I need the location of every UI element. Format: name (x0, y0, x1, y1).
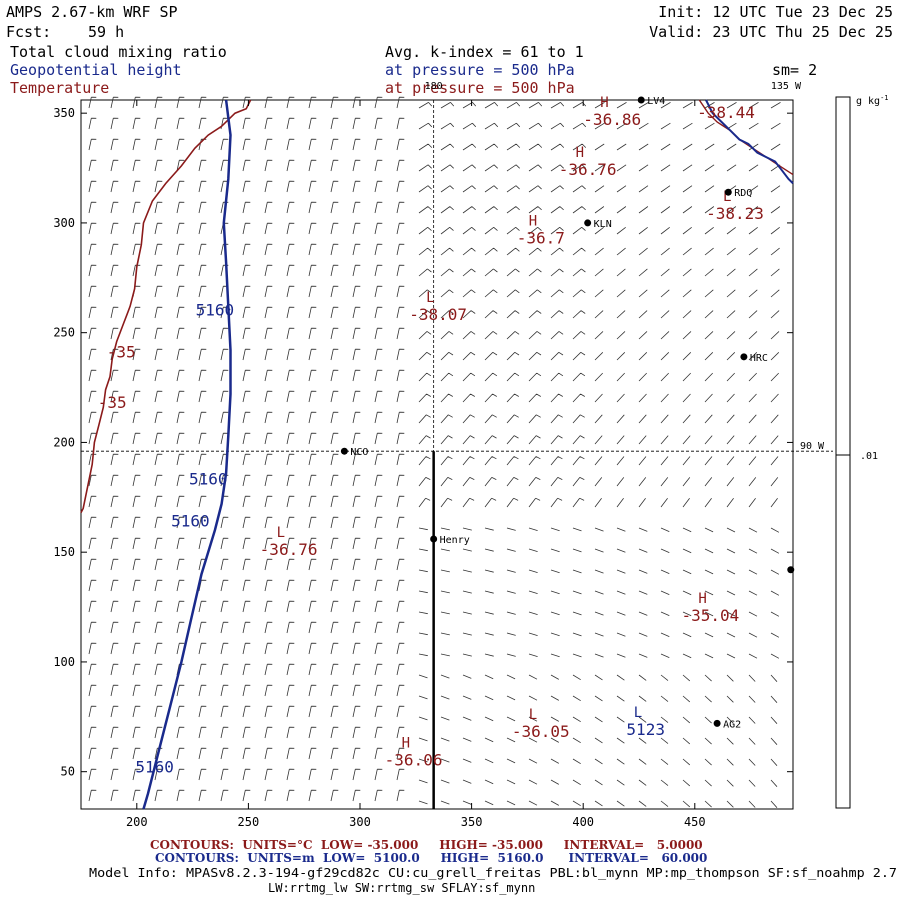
temperature-label-2: -38.23 (706, 204, 764, 223)
footer-model-info: Model Info: MPASv8.2.3-194-gf29cd82c CU:… (89, 866, 897, 880)
temperature-marker-3: H (529, 213, 537, 229)
y-tick-label-1: 100 (53, 655, 75, 669)
footer-temperature-contours: CONTOURS: UNITS=°C LOW= -35.000 HIGH= -3… (150, 838, 703, 852)
station-dot-5 (713, 719, 721, 727)
temperature-marker-11: H (402, 736, 410, 752)
temperature-label-8: -36.76 (260, 540, 318, 559)
y-tick-label-0: 50 (61, 765, 75, 779)
meridian-90w-label: 90 W (800, 441, 825, 452)
y-tick-label-3: 200 (53, 435, 75, 449)
temperature-marker-8: L (277, 525, 285, 541)
header-model: AMPS 2.67-km WRF SP (6, 3, 178, 21)
temperature-contour-minus35 (80, 99, 252, 514)
temperature-label-10: -36.05 (512, 722, 570, 741)
header-init: Init: 12 UTC Tue 23 Dec 25 (658, 3, 893, 21)
temperature-label-4: -38.07 (409, 305, 467, 324)
y-tick-label-4: 250 (53, 326, 75, 340)
header-field-height: Geopotential height (10, 61, 182, 79)
x-tick-label-0: 200 (126, 815, 148, 829)
temperature-marker-0: H (600, 95, 608, 111)
height-label-0: 5160 (196, 301, 235, 320)
plot-frame (80, 99, 794, 810)
temperature-label-5: -38.44 (697, 103, 755, 122)
colorbar-unit: g kg-1 (856, 94, 889, 107)
header-smoothing: sm= 2 (772, 61, 817, 79)
temperature-marker-1: H (576, 145, 584, 161)
x-tick-label-4: 400 (572, 815, 594, 829)
header-avg: Avg. k-index = 61 to 1 (385, 43, 584, 61)
contour-labels: H-36.86H-36.76L-38.23H-36.7L-38.07-38.44… (98, 95, 764, 777)
colorbar-unit-text: g kg (856, 96, 880, 107)
colorbar: g kg-1 .01 (835, 94, 889, 809)
station-dot-6 (637, 96, 645, 104)
y-axis-ticks: 50 100 150 200 250 300 350 (53, 106, 793, 779)
meridian-135w-label: 135 W (771, 81, 802, 92)
header-pressure-temperature: at pressure = 500 hPa (385, 79, 575, 97)
header-fcst-label: Fcst: (6, 23, 51, 41)
header-field-cloud: Total cloud mixing ratio (10, 43, 227, 61)
height-label-3: 5160 (135, 757, 174, 776)
temperature-label-6: -35 (107, 342, 136, 361)
station-dot-3 (724, 188, 732, 196)
header-fcst-value: 59 h (88, 23, 124, 41)
footer-height-contours: CONTOURS: UNITS=m LOW= 5100.0 HIGH= 5160… (155, 851, 707, 865)
y-tick-label-6: 350 (53, 106, 75, 120)
colorbar-value: .01 (860, 451, 878, 462)
wind-barb-field (88, 96, 781, 808)
temperature-marker-10: L (529, 707, 537, 723)
station-dot-4 (740, 353, 748, 361)
contour-lines (80, 99, 794, 810)
temperature-label-11: -36.06 (385, 751, 443, 770)
station-label-3: RDQ (734, 188, 752, 199)
header-pressure-height: at pressure = 500 hPa (385, 61, 575, 79)
temperature-marker-2: L (723, 189, 731, 205)
temperature-label-7: -35 (98, 393, 127, 412)
wind-barbs (88, 96, 781, 808)
station-label-0: NCO (350, 447, 368, 458)
station-dot-0 (340, 447, 348, 455)
station-dot-7 (787, 566, 795, 574)
colorbar-unit-sup: -1 (880, 94, 888, 102)
x-tick-label-1: 250 (238, 815, 260, 829)
station-markers: NCO Henry KLN RDQ HRC AG2 LV4 (340, 96, 795, 730)
station-label-5: AG2 (723, 719, 741, 730)
meridian-lines: 180 135 W 90 W (81, 81, 833, 809)
temperature-marker-4: L (426, 290, 434, 306)
station-label-6: LV4 (647, 96, 665, 107)
temperature-label-9: -35.04 (682, 606, 740, 625)
station-dot-1 (430, 535, 438, 543)
x-tick-label-3: 350 (461, 815, 483, 829)
station-dot-2 (584, 219, 592, 227)
y-tick-label-5: 300 (53, 216, 75, 230)
height-label-2: 5160 (171, 511, 210, 530)
temperature-label-3: -36.7 (517, 228, 565, 247)
x-tick-label-2: 300 (349, 815, 371, 829)
station-label-1: Henry (440, 535, 470, 546)
header-valid: Valid: 23 UTC Thu 25 Dec 25 (649, 23, 893, 41)
header-field-temperature: Temperature (10, 79, 109, 97)
height-contour-5160 (142, 99, 232, 810)
x-tick-label-5: 450 (684, 815, 706, 829)
station-label-4: HRC (750, 353, 768, 364)
height-label-4: 5123 (626, 720, 665, 739)
height-contour-topright (705, 99, 794, 185)
y-tick-label-2: 150 (53, 545, 75, 559)
meridian-180-label: 180 (425, 81, 443, 92)
temperature-label-1: -36.76 (559, 160, 617, 179)
footer-model-info-2: LW:rrtmg_lw SW:rrtmg_sw SFLAY:sf_mynn (268, 881, 535, 895)
height-marker-4: L (634, 705, 642, 721)
temperature-label-0: -36.86 (583, 110, 641, 129)
station-label-2: KLN (594, 219, 612, 230)
colorbar-box (835, 96, 851, 809)
temperature-marker-9: H (698, 591, 706, 607)
height-label-1: 5160 (189, 470, 228, 489)
plot-area: 180 135 W90 W H-36.86H-36.76L-38.23H-36.7… (80, 81, 833, 810)
x-axis-ticks: 200 250 300 350 400 450 (126, 100, 706, 829)
